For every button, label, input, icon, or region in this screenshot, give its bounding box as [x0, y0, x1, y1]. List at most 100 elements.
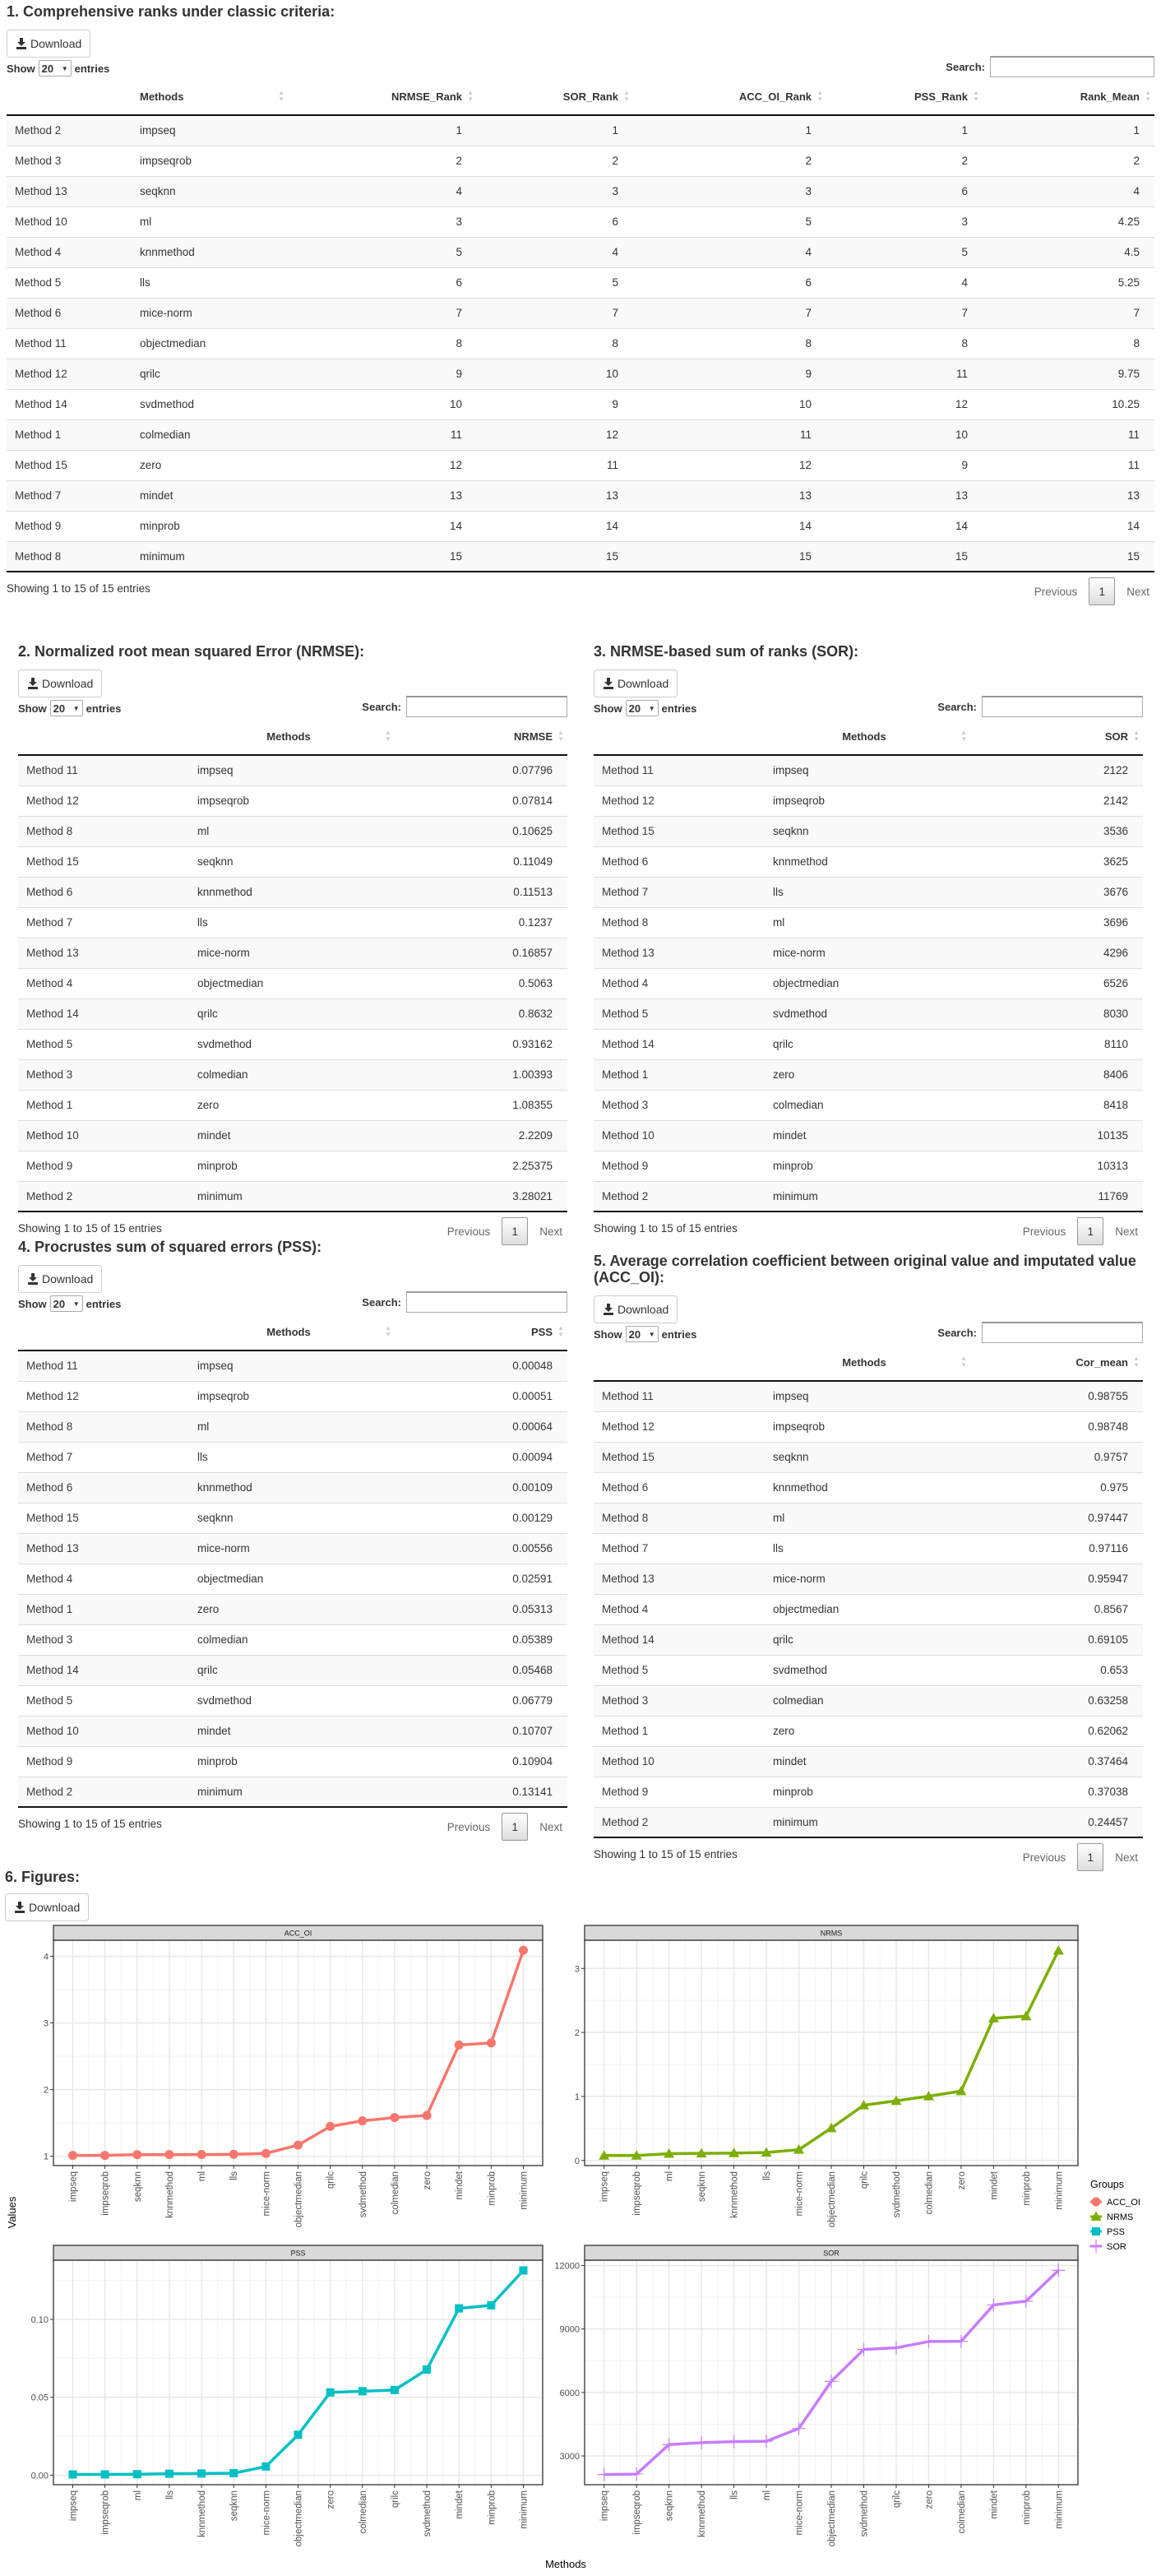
- table-cell: 13: [983, 480, 1154, 511]
- download-button[interactable]: Download: [7, 30, 91, 58]
- page-1-button[interactable]: 1: [502, 1813, 529, 1841]
- column-header[interactable]: Methods ▲ ▼: [132, 79, 288, 116]
- table-cell: Method 15: [7, 449, 132, 480]
- table-cell: Method 7: [594, 1532, 765, 1564]
- table-cell: 0.00109: [395, 1471, 567, 1503]
- next-button[interactable]: Next: [1115, 1225, 1138, 1238]
- y-tick-label: 3000: [560, 2452, 580, 2462]
- column-header[interactable]: Cor_mean ▲ ▼: [970, 1345, 1143, 1382]
- table-row: Method 7 lls 0.00094: [18, 1441, 567, 1472]
- table-row: Method 2 impseq 1 1 1 1 1: [7, 114, 1154, 146]
- column-header[interactable]: ACC_OI_Rank ▲ ▼: [633, 79, 826, 116]
- page-length-select[interactable]: 20 ▼: [625, 700, 659, 716]
- column-header[interactable]: SOR_Rank ▲ ▼: [477, 79, 633, 116]
- page-1-button[interactable]: 1: [1089, 577, 1116, 605]
- page-length-value: 20: [628, 1327, 641, 1341]
- table-row: Method 2 minimum 0.24457: [594, 1806, 1143, 1838]
- table-row: Method 3 colmedian 0.05389: [18, 1624, 567, 1655]
- next-button[interactable]: Next: [1115, 1851, 1138, 1864]
- search-input[interactable]: [406, 1291, 567, 1313]
- page-length-select[interactable]: 20 ▼: [49, 700, 83, 716]
- column-header[interactable]: PSS_Rank ▲ ▼: [826, 79, 983, 116]
- table-cell: 15: [477, 540, 633, 572]
- x-tick-label: mindet: [455, 2490, 465, 2518]
- table-cell: lls: [132, 266, 288, 298]
- download-button[interactable]: Download: [594, 1295, 678, 1323]
- page-1-button[interactable]: 1: [502, 1217, 529, 1245]
- next-button[interactable]: Next: [1126, 585, 1149, 598]
- search-input[interactable]: [990, 56, 1154, 77]
- table-cell: 12: [288, 449, 477, 480]
- page-1-button[interactable]: 1: [1077, 1217, 1104, 1245]
- table-cell: 0.93162: [395, 1028, 567, 1059]
- table-cell: 15: [633, 540, 826, 572]
- table-row: Method 11 impseq 0.07796: [18, 754, 567, 785]
- point-marker: [197, 2150, 206, 2160]
- table-cell: Method 3: [7, 145, 132, 176]
- table-row: Method 12 impseqrob 0.07814: [18, 785, 567, 816]
- previous-button[interactable]: Previous: [446, 1820, 491, 1833]
- point-marker: [422, 2110, 432, 2120]
- table-row: Method 2 minimum 0.13141: [18, 1776, 567, 1808]
- table-cell: lls: [189, 1441, 395, 1472]
- column-header[interactable]: Methods ▲ ▼: [189, 1314, 395, 1351]
- table-cell: 9: [633, 358, 826, 389]
- table-cell: 0.10904: [395, 1745, 567, 1777]
- download-button[interactable]: Download: [5, 1893, 90, 1921]
- table-cell: 6: [633, 266, 826, 298]
- column-header[interactable]: SOR ▲ ▼: [970, 719, 1143, 756]
- search-control: Search:: [937, 696, 1143, 717]
- table-cell: 0.1237: [395, 906, 567, 938]
- sort-icon: ▲ ▼: [973, 89, 979, 103]
- search-input[interactable]: [406, 696, 567, 717]
- search-input[interactable]: [982, 1322, 1143, 1343]
- y-tick-label: 0.10: [31, 2315, 49, 2325]
- y-tick-label: 0: [575, 2157, 580, 2166]
- page-length-select[interactable]: 20 ▼: [625, 1326, 659, 1342]
- column-header[interactable]: Methods ▲ ▼: [189, 719, 395, 756]
- table-cell: zero: [132, 449, 288, 480]
- column-header[interactable]: Methods ▲ ▼: [765, 719, 970, 756]
- search-input[interactable]: [982, 696, 1143, 717]
- table-row: Method 15 seqknn 0.00129: [18, 1502, 567, 1533]
- table-cell: 11: [983, 419, 1154, 450]
- next-button[interactable]: Next: [539, 1820, 562, 1833]
- table-cell: impseq: [132, 114, 288, 146]
- next-button[interactable]: Next: [539, 1225, 562, 1238]
- column-header[interactable]: PSS ▲ ▼: [395, 1314, 567, 1351]
- previous-button[interactable]: Previous: [1022, 1225, 1066, 1238]
- point-marker: [955, 2085, 967, 2096]
- page-1-button[interactable]: 1: [1077, 1843, 1104, 1871]
- download-button[interactable]: Download: [18, 1265, 103, 1293]
- table-cell: Method 13: [594, 1563, 765, 1594]
- table-row: Method 2 minimum 3.28021: [18, 1180, 567, 1212]
- facet-strip: [584, 2245, 1079, 2261]
- table-cell: 10.25: [983, 388, 1154, 419]
- table-row: Method 10 mindet 0.37464: [594, 1745, 1143, 1777]
- table-cell: 0.97447: [970, 1502, 1143, 1533]
- previous-button[interactable]: Previous: [1034, 585, 1078, 598]
- page-length-select[interactable]: 20 ▼: [38, 60, 72, 76]
- table-cell: impseq: [765, 1380, 970, 1411]
- table-cell: 0.11049: [395, 846, 567, 877]
- table-cell: Method 4: [7, 236, 132, 267]
- previous-button[interactable]: Previous: [446, 1225, 491, 1238]
- column-header[interactable]: Rank_Mean ▲ ▼: [983, 79, 1154, 116]
- column-header[interactable]: Methods ▲ ▼: [765, 1345, 970, 1382]
- page-length-value: 20: [41, 62, 54, 75]
- page-length-select[interactable]: 20 ▼: [49, 1295, 83, 1312]
- table-cell: Method 11: [18, 1350, 189, 1381]
- column-header[interactable]: NRMSE ▲ ▼: [395, 719, 567, 756]
- table-cell: zero: [765, 1059, 970, 1090]
- download-button[interactable]: Download: [594, 669, 678, 697]
- table-cell: 0.63258: [970, 1684, 1143, 1716]
- entries-label: entries: [86, 702, 122, 715]
- table-cell: qrilc: [189, 998, 395, 1029]
- table-cell: 0.653: [970, 1654, 1143, 1685]
- download-button[interactable]: Download: [18, 669, 103, 697]
- table-row: Method 5 svdmethod 0.653: [594, 1654, 1143, 1685]
- table-row: Method 6 mice-norm 7 7 7 7 7: [7, 297, 1154, 328]
- previous-button[interactable]: Previous: [1022, 1851, 1066, 1864]
- table-cell: 9.75: [983, 358, 1154, 389]
- column-header[interactable]: NRMSE_Rank ▲ ▼: [288, 79, 477, 116]
